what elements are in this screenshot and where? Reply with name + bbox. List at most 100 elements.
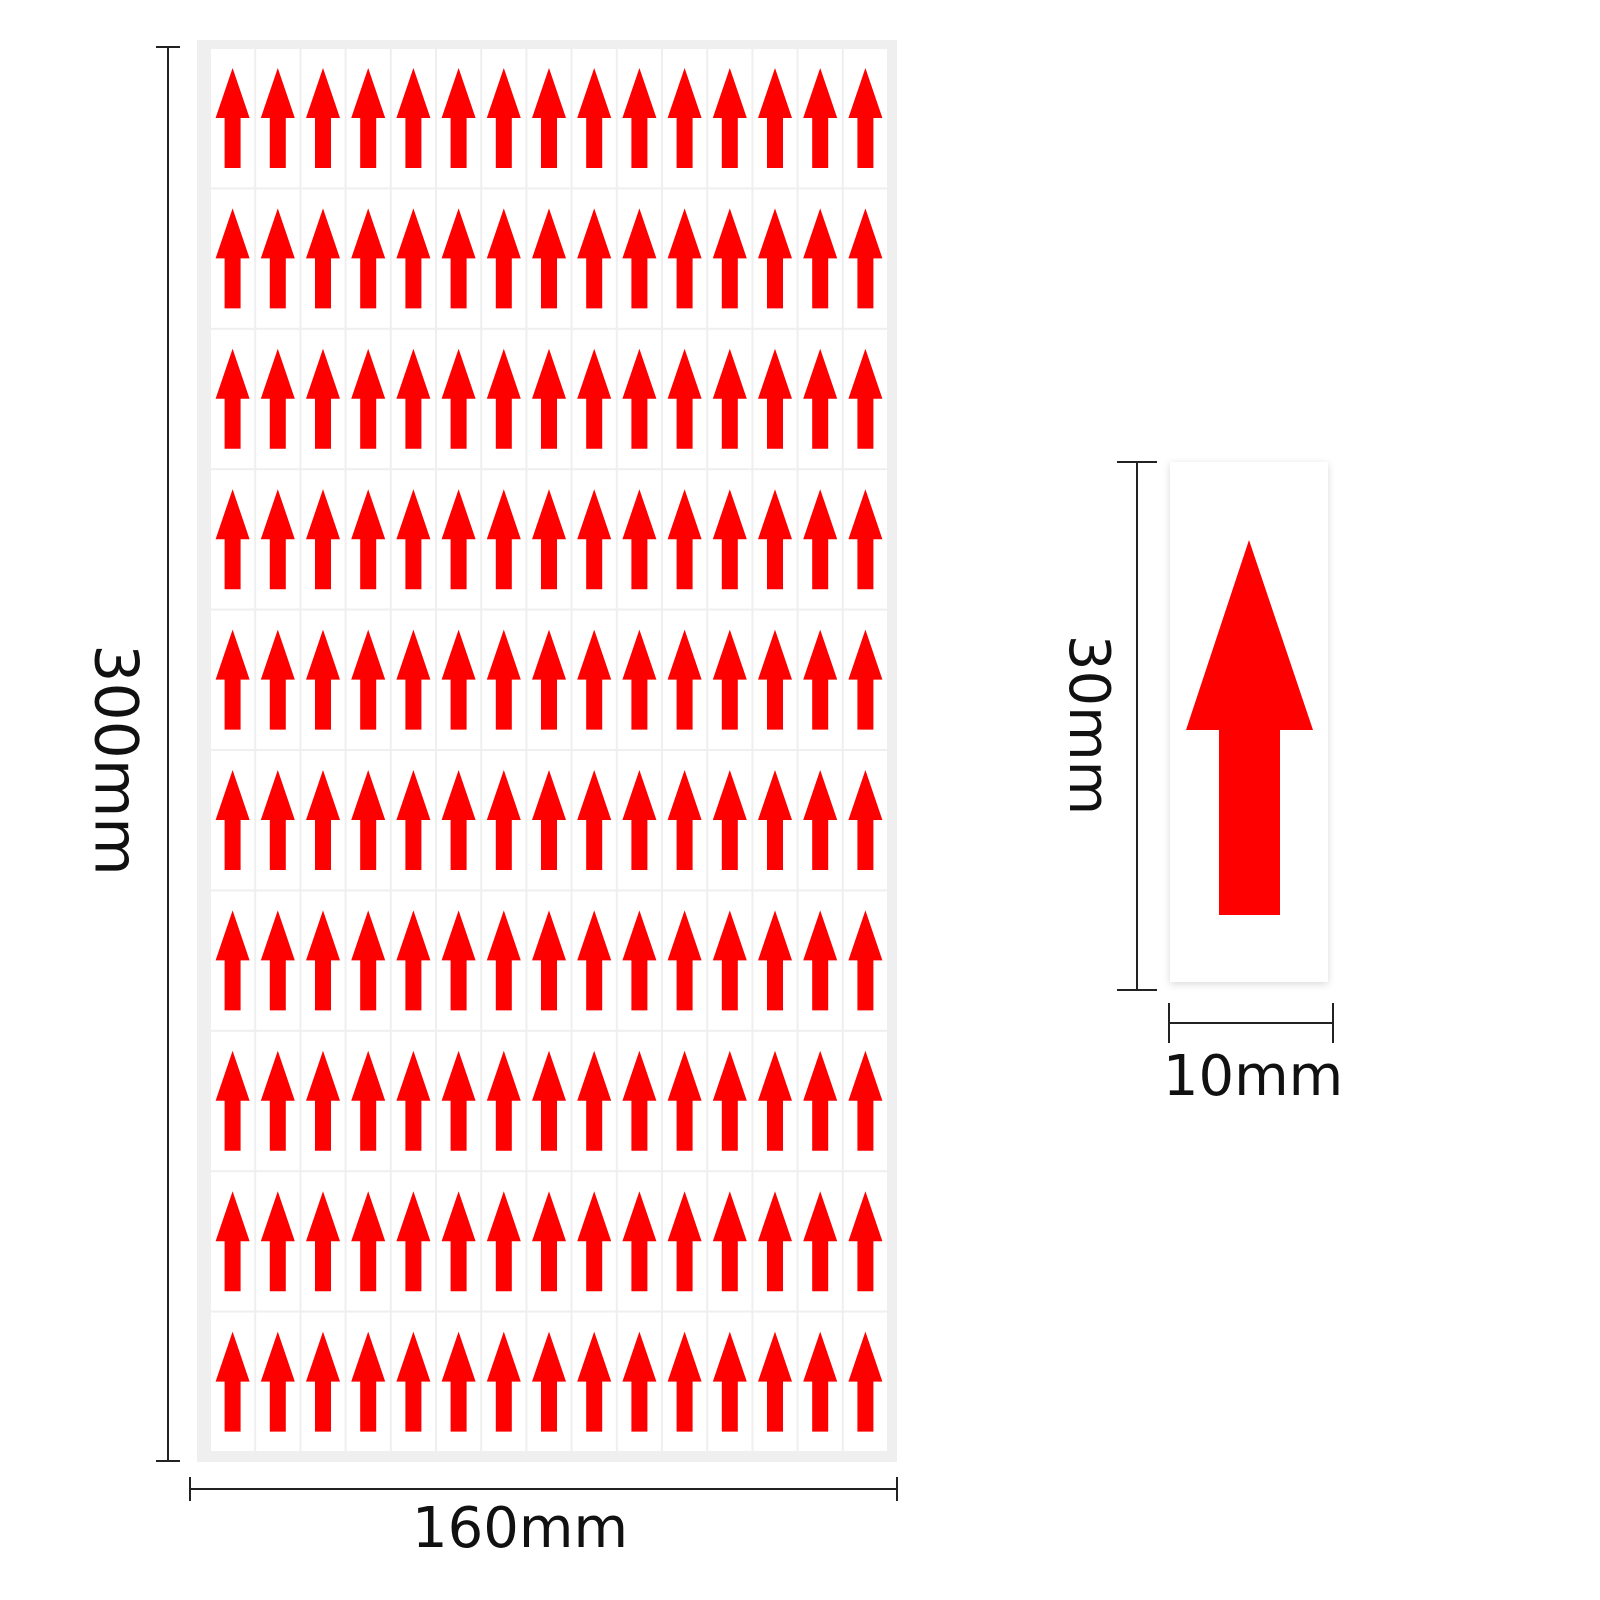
arrow [803, 208, 838, 309]
arrow [215, 1331, 250, 1432]
arrow [758, 1191, 792, 1292]
arrow [577, 348, 612, 449]
arrow [351, 770, 386, 870]
arrow [758, 348, 792, 449]
arrow [532, 1331, 566, 1432]
arrow [306, 68, 340, 168]
arrow [532, 208, 566, 309]
arrow [758, 629, 792, 730]
arrow [351, 1191, 386, 1292]
arrow [215, 629, 250, 730]
sheet-height-label: 300mm [80, 644, 150, 875]
arrow [260, 770, 295, 870]
arrow [441, 208, 476, 309]
arrow [306, 1331, 340, 1432]
arrow [712, 68, 747, 168]
arrow [396, 910, 431, 1011]
arrow [758, 1050, 792, 1151]
arrow [260, 910, 295, 1011]
arrow [260, 629, 295, 730]
arrow [306, 348, 340, 449]
arrow [486, 1050, 521, 1151]
arrow [486, 1331, 521, 1432]
sticker-width-label: 10mm [1163, 1044, 1343, 1109]
arrow [486, 1191, 521, 1292]
arrow [577, 489, 612, 590]
arrow [215, 1191, 250, 1292]
arrow [848, 629, 883, 730]
arrow [622, 208, 657, 309]
arrow [667, 629, 702, 730]
arrow [667, 1050, 702, 1151]
arrow [260, 1050, 295, 1151]
arrow [803, 68, 838, 168]
arrow [260, 1191, 295, 1292]
arrow [441, 770, 476, 870]
arrow [351, 208, 386, 309]
arrow [667, 770, 702, 870]
arrow [486, 348, 521, 449]
arrow [622, 489, 657, 590]
arrow [577, 208, 612, 309]
arrow [351, 68, 386, 168]
arrow [351, 1331, 386, 1432]
arrow [215, 1050, 250, 1151]
arrow [306, 910, 340, 1011]
arrow [532, 910, 566, 1011]
arrow [396, 348, 431, 449]
arrow [712, 1191, 747, 1292]
arrow [306, 208, 340, 309]
arrow [441, 1331, 476, 1432]
arrow [486, 489, 521, 590]
arrow [532, 348, 566, 449]
arrow [441, 68, 476, 168]
arrow [803, 1191, 838, 1292]
arrow [532, 1191, 566, 1292]
arrow [260, 489, 295, 590]
arrow [396, 489, 431, 590]
arrow [306, 1191, 340, 1292]
arrow [848, 1331, 883, 1432]
arrow [351, 489, 386, 590]
arrow [712, 1050, 747, 1151]
arrow [306, 770, 340, 870]
arrow [215, 208, 250, 309]
arrow [486, 910, 521, 1011]
arrow [306, 629, 340, 730]
arrow [712, 208, 747, 309]
arrow [667, 910, 702, 1011]
arrow [803, 770, 838, 870]
arrow [848, 348, 883, 449]
arrow [1186, 540, 1313, 915]
arrow [803, 348, 838, 449]
arrow [577, 68, 612, 168]
arrow [351, 348, 386, 449]
arrow [577, 1331, 612, 1432]
arrow [848, 1050, 883, 1151]
arrow [848, 489, 883, 590]
arrow [667, 1331, 702, 1432]
arrow [351, 910, 386, 1011]
sticker-height-dimension [1117, 461, 1157, 991]
arrow [577, 1050, 612, 1151]
arrow [758, 1331, 792, 1432]
arrow [622, 629, 657, 730]
arrow [758, 208, 792, 309]
arrow [532, 68, 566, 168]
arrow [667, 489, 702, 590]
arrow [712, 910, 747, 1011]
arrow [396, 1191, 431, 1292]
arrow [441, 910, 476, 1011]
arrow [441, 348, 476, 449]
arrow [441, 1050, 476, 1151]
arrow [577, 1191, 612, 1292]
arrow [712, 1331, 747, 1432]
arrow [486, 68, 521, 168]
arrow [486, 629, 521, 730]
arrow [622, 348, 657, 449]
arrow [848, 1191, 883, 1292]
arrow [441, 629, 476, 730]
arrow [577, 629, 612, 730]
arrow [215, 348, 250, 449]
